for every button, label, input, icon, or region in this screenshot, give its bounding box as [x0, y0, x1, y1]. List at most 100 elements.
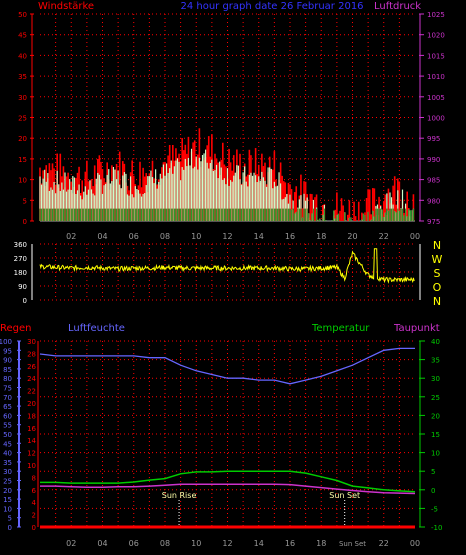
pressure-tick-label: 1010	[427, 73, 445, 81]
rain-tick-label: 24	[27, 375, 36, 383]
wind-tick-label: 0	[23, 218, 27, 226]
rain-tick-label: 20	[27, 400, 36, 408]
sunrise-label: Sun Rise	[162, 491, 197, 500]
hour-label-bottom: 14	[254, 539, 264, 548]
temp-tick-label: 30	[431, 375, 440, 383]
chart-title: 24 hour graph date 26 Februar 2016	[180, 1, 363, 12]
temperature-axis-title: Temperatur	[311, 323, 370, 334]
direction-tick-label: 90	[18, 283, 27, 291]
rain-tick-label: 2	[32, 512, 36, 520]
wind-tick-label: 40	[18, 52, 27, 60]
temp-tick-label: 0	[431, 487, 435, 495]
pressure-tick-label: 985	[427, 177, 440, 185]
sunset-label: Sun Set	[329, 491, 360, 500]
humidity-tick-label: 50	[3, 431, 12, 439]
pressure-tick-label: 1020	[427, 32, 445, 40]
temp-tick-label: -10	[431, 524, 442, 532]
humidity-tick-label: 25	[3, 478, 12, 486]
humidity-tick-label: 95	[3, 347, 12, 355]
rain-tick-label: 22	[27, 388, 36, 396]
wind-tick-label: 25	[18, 115, 27, 123]
hour-label-top: 14	[254, 232, 264, 241]
hour-label-top: 10	[191, 232, 201, 241]
rain-axis-title: Regen	[0, 323, 32, 334]
hour-label-bottom: 06	[129, 539, 139, 548]
hour-label-top: 08	[160, 232, 170, 241]
temp-tick-label: 20	[431, 412, 440, 420]
humidity-tick-label: 60	[3, 412, 12, 420]
temperature-line	[40, 470, 416, 493]
dewpoint-line	[40, 483, 416, 495]
wind-tick-label: 5	[23, 197, 27, 205]
direction-tick-label: 360	[14, 241, 27, 249]
hour-label-top: 12	[222, 232, 232, 241]
humidity-tick-label: 30	[3, 468, 12, 476]
humidity-tick-label: 0	[8, 524, 12, 532]
hour-label-top: 20	[347, 232, 357, 241]
pressure-tick-label: 980	[427, 197, 440, 205]
humidity-tick-label: 20	[3, 487, 12, 495]
compass-label: S	[434, 267, 441, 280]
wind-tick-label: 20	[18, 135, 27, 143]
humidity-tick-label: 35	[3, 459, 12, 467]
humidity-tick-label: 55	[3, 422, 12, 430]
temp-tick-label: 40	[431, 338, 440, 346]
humidity-tick-label: 100	[0, 338, 12, 346]
temp-tick-label: 15	[431, 431, 440, 439]
humidity-tick-label: 80	[3, 375, 12, 383]
hour-label-top: 16	[285, 232, 295, 241]
humidity-tick-label: 75	[3, 385, 12, 393]
wind-tick-label: 10	[18, 177, 27, 185]
rain-tick-label: 12	[27, 450, 36, 458]
rain-tick-label: 4	[32, 499, 37, 507]
compass-label: N	[433, 239, 441, 252]
humidity-tick-label: 65	[3, 403, 12, 411]
wind-tick-label: 15	[18, 156, 27, 164]
humidity-line	[39, 347, 415, 385]
hour-label-bottom: 22	[379, 539, 389, 548]
humidity-axis-title: Luftfeuchte	[68, 323, 125, 334]
hour-label-bottom: 00	[410, 539, 420, 548]
rain-tick-label: 14	[27, 437, 36, 445]
hour-label-bottom: Sun Set	[339, 540, 366, 548]
humidity-tick-label: 10	[3, 505, 12, 513]
rain-tick-label: 10	[27, 462, 36, 470]
direction-tick-label: 0	[23, 297, 27, 305]
rain-tick-label: 30	[27, 338, 36, 346]
pressure-tick-label: 1015	[427, 52, 445, 60]
temp-tick-label: 5	[431, 468, 435, 476]
hour-label-bottom: 10	[191, 539, 201, 548]
hour-label-top: 06	[129, 232, 139, 241]
pressure-tick-label: 1000	[427, 115, 445, 123]
compass-label: W	[432, 253, 443, 266]
rain-tick-label: 26	[27, 363, 36, 371]
pressure-axis-title: Luftdruck	[374, 1, 421, 12]
hour-label-top: 04	[97, 232, 107, 241]
hour-label-top: 00	[410, 232, 420, 241]
rain-tick-label: 18	[27, 412, 36, 420]
temp-tick-label: -5	[431, 505, 438, 513]
humidity-tick-label: 15	[3, 496, 12, 504]
hour-label-bottom: 18	[316, 539, 326, 548]
direction-line	[39, 248, 415, 284]
direction-tick-label: 270	[14, 255, 27, 263]
wind-tick-label: 50	[18, 11, 27, 19]
pressure-tick-label: 1025	[427, 11, 445, 19]
rain-tick-label: 6	[32, 487, 37, 495]
dewpoint-axis-title: Taupunkt	[393, 323, 440, 334]
hour-label-bottom: 04	[97, 539, 107, 548]
wind-axis-title: Windstärke	[38, 1, 94, 12]
humidity-tick-label: 85	[3, 366, 12, 374]
humidity-tick-label: 45	[3, 440, 12, 448]
pressure-tick-label: 975	[427, 218, 440, 226]
hour-label-bottom: 12	[222, 539, 232, 548]
humidity-tick-label: 90	[3, 357, 12, 365]
temp-tick-label: 10	[431, 450, 440, 458]
direction-tick-label: 180	[14, 269, 27, 277]
wind-tick-label: 35	[18, 73, 27, 81]
hour-label-bottom: 02	[66, 539, 76, 548]
hour-label-top: 02	[66, 232, 76, 241]
